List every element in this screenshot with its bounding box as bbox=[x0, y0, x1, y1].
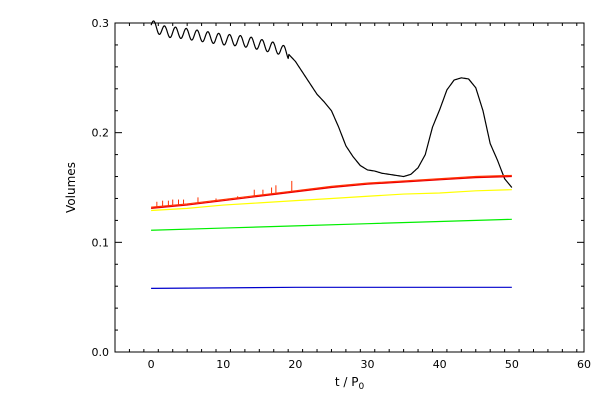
x-tick-label: 40 bbox=[433, 358, 447, 371]
series-line-1 bbox=[151, 174, 512, 208]
series-layer bbox=[150, 20, 513, 289]
x-axis-label-subscript: 0 bbox=[358, 382, 364, 392]
series-line-2 bbox=[151, 175, 512, 209]
series-line-0 bbox=[150, 20, 513, 188]
plot-frame bbox=[114, 22, 585, 353]
y-axis-label: Volumes bbox=[64, 162, 78, 213]
y-tick-label: 0.3 bbox=[92, 17, 110, 30]
x-tick-label: 60 bbox=[577, 358, 591, 371]
x-tick-label: 0 bbox=[148, 358, 155, 371]
series-line-5 bbox=[151, 286, 512, 289]
x-tick-label: 20 bbox=[288, 358, 302, 371]
x-tick-label: 30 bbox=[361, 358, 375, 371]
y-tick-label: 0.2 bbox=[92, 127, 110, 140]
series-line-4 bbox=[151, 218, 512, 231]
x-axis-label-main: t / P bbox=[335, 375, 359, 389]
series-line-3 bbox=[151, 189, 512, 212]
y-tick-label: 0.1 bbox=[92, 236, 110, 249]
x-tick-label: 50 bbox=[505, 358, 519, 371]
x-tick-label: 10 bbox=[216, 358, 230, 371]
x-axis-label: t / P0 bbox=[335, 375, 365, 392]
tick-labels-layer: 0 10 20 30 40 50 60 0.0 0.1 0.2 0.3 bbox=[92, 17, 592, 371]
y-tick-label: 0.0 bbox=[92, 346, 110, 359]
ticks-layer bbox=[114, 22, 584, 353]
